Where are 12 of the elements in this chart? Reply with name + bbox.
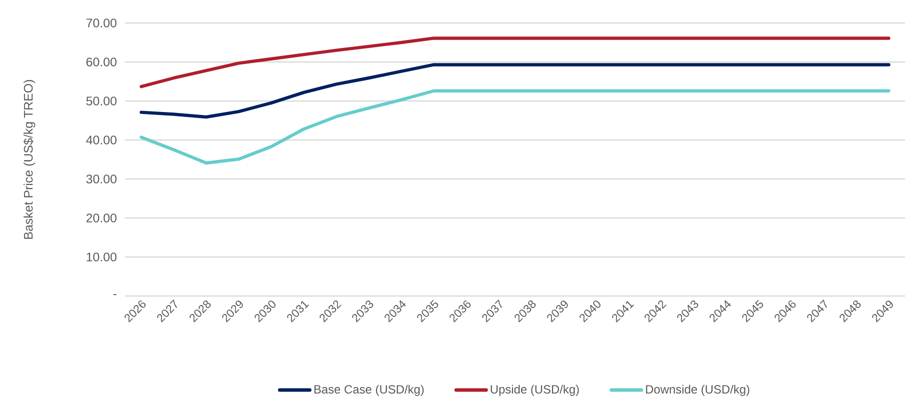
y-tick-label: 60.00	[86, 58, 116, 66]
y-tick-label: 10.00	[86, 252, 116, 262]
y-tick-label: 50.00	[86, 96, 116, 106]
legend-label: Upside (USD/kg)	[490, 384, 579, 396]
y-tick-label: 30.00	[86, 174, 116, 184]
y-axis-title: Basket Price (US$/kg TREO)	[23, 80, 36, 239]
y-tick-label: 70.00	[86, 18, 116, 28]
y-tick-label: 40.00	[86, 136, 116, 144]
legend-label: Downside (USD/kg)	[646, 384, 750, 396]
y-tick-label: -	[113, 294, 116, 296]
legend-label: Base Case (USD/kg)	[314, 384, 424, 396]
y-tick-label: 20.00	[86, 214, 116, 222]
